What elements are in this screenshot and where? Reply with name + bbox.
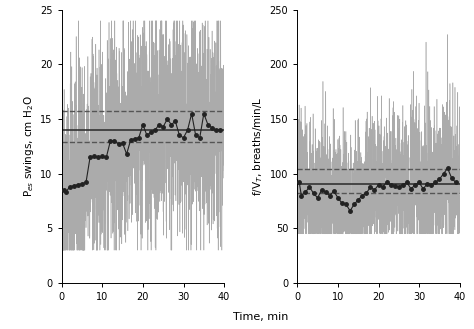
Y-axis label: P$_{es}$ swings, cm H$_2$O: P$_{es}$ swings, cm H$_2$O: [22, 95, 36, 197]
Y-axis label: f/V$_T$, breaths/min/L: f/V$_T$, breaths/min/L: [252, 97, 265, 196]
Text: Time, min: Time, min: [233, 313, 288, 322]
